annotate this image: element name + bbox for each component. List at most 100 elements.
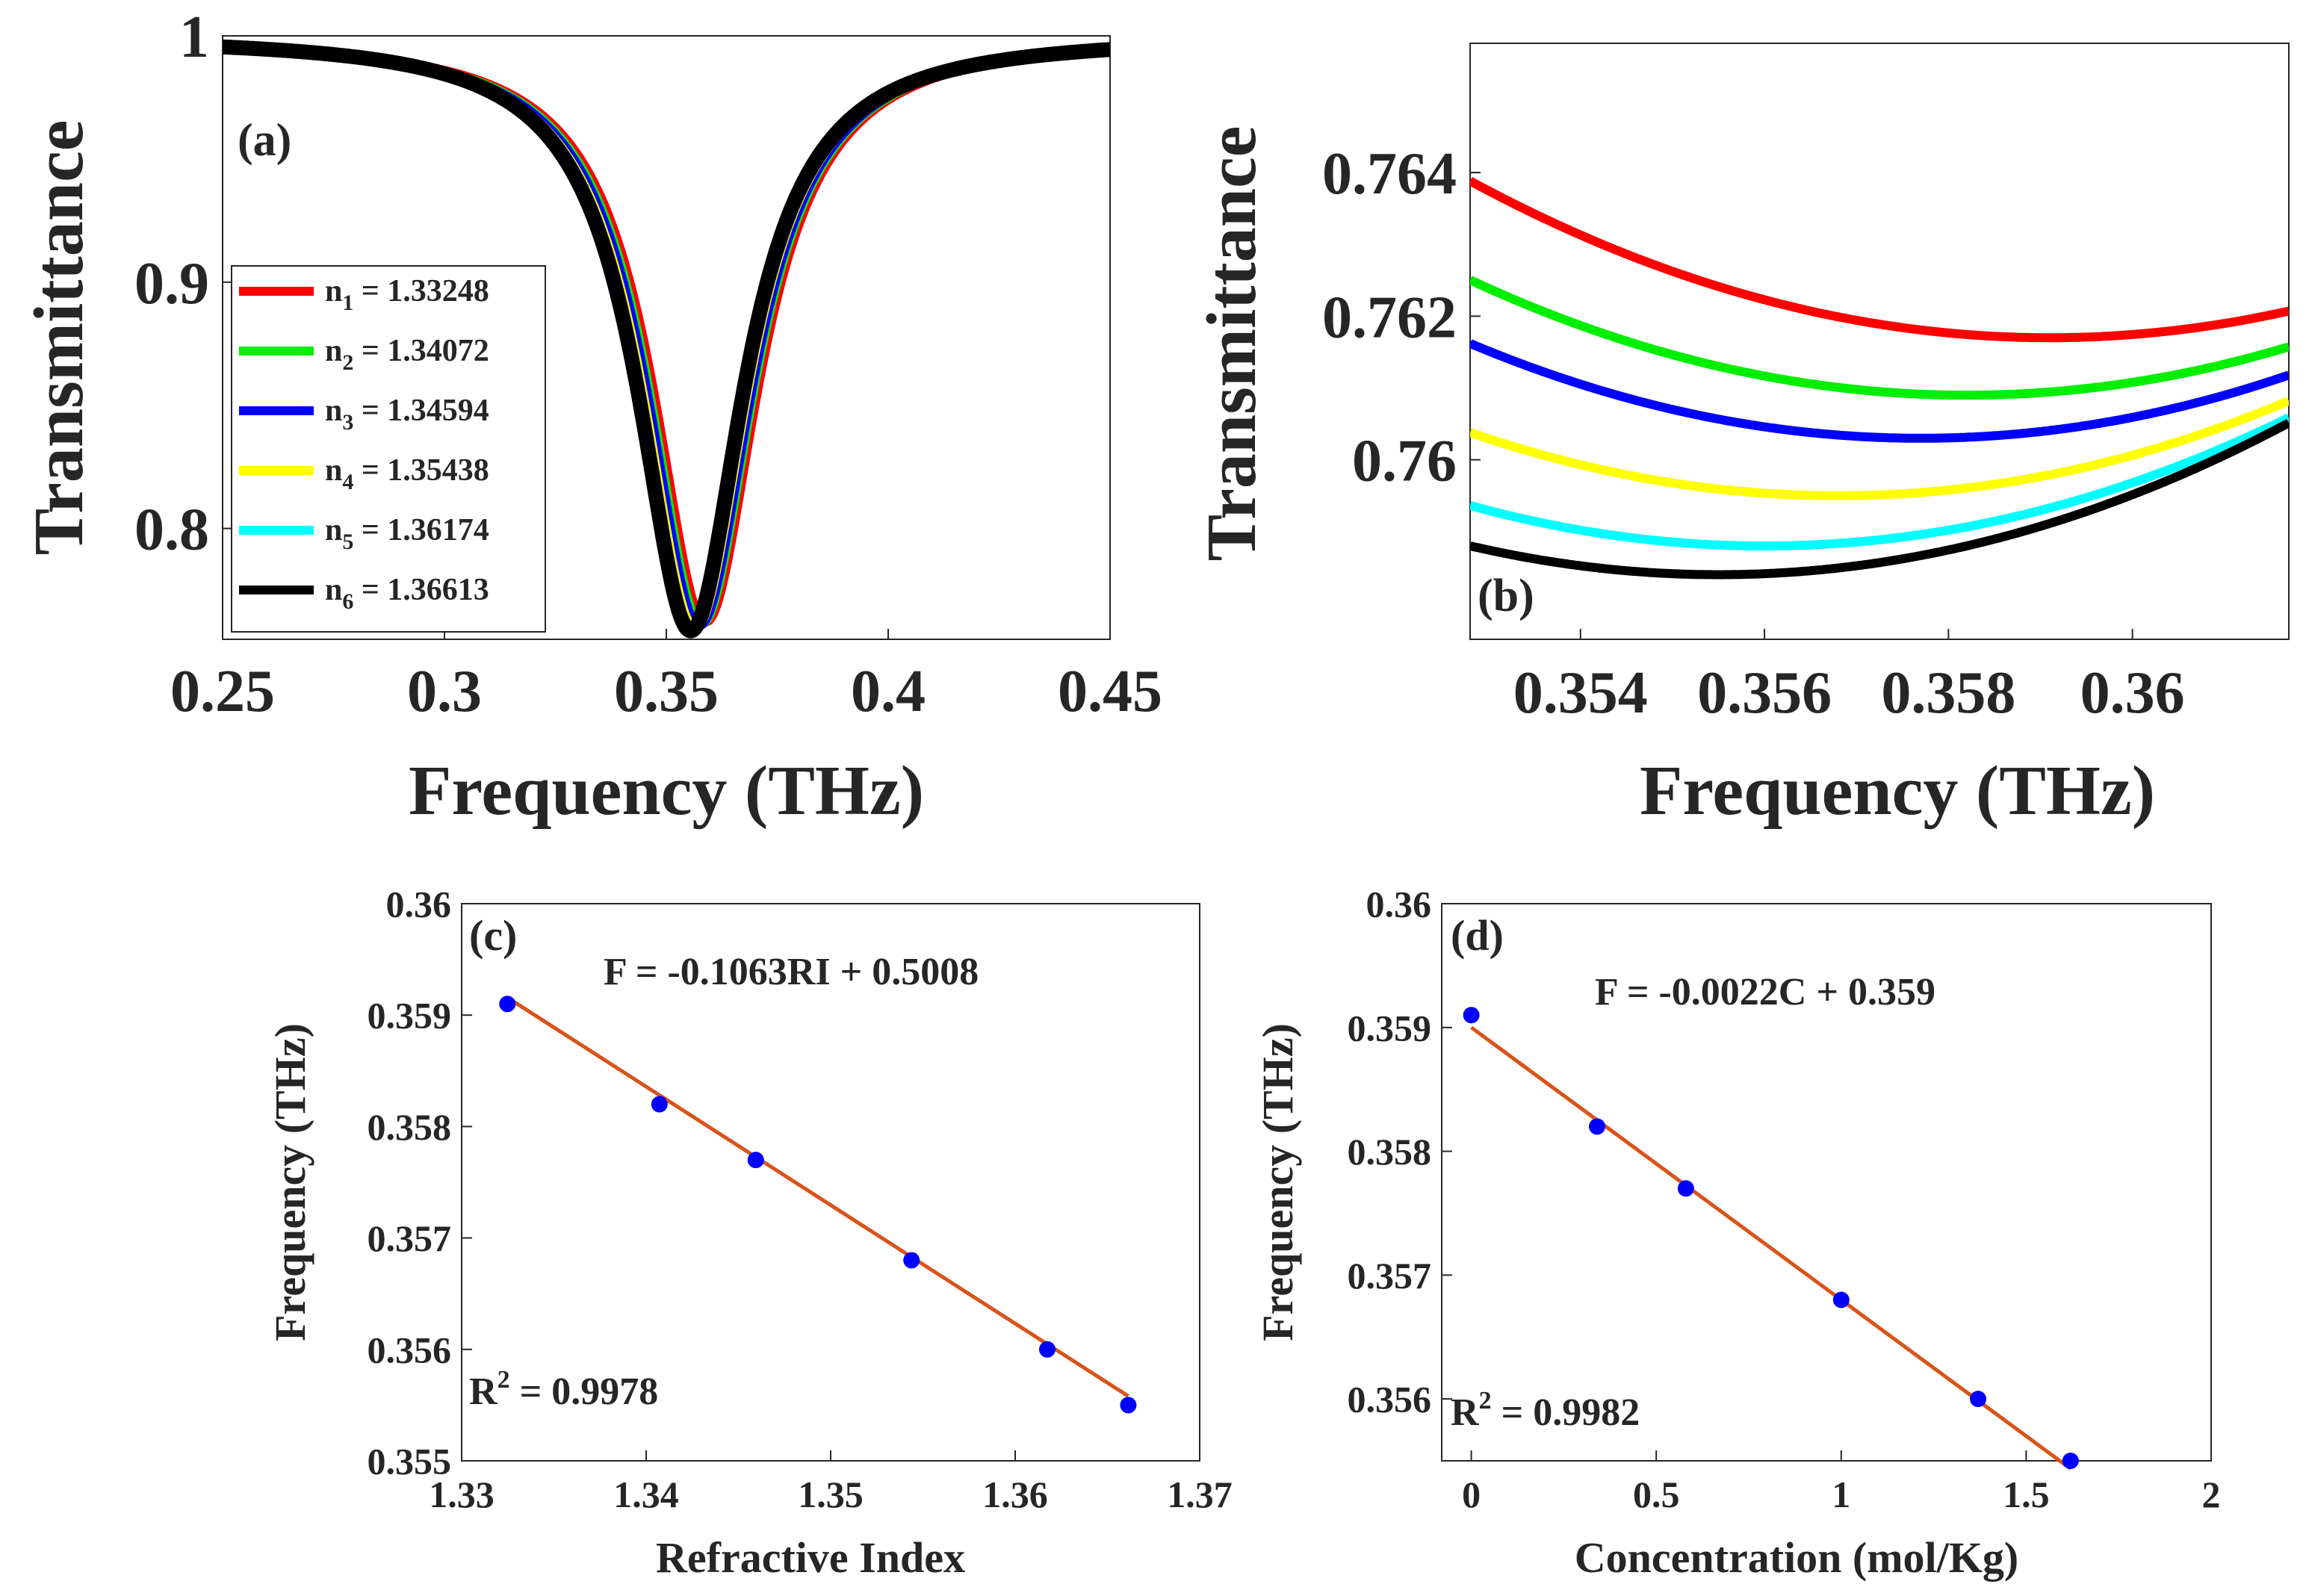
panel-a-series-n6 — [223, 39, 1110, 639]
svg-text:n2 = 1.34072: n2 = 1.34072 — [325, 334, 489, 375]
panel-d-label: (d) — [1451, 911, 1504, 960]
legend-subscript: 1 — [342, 291, 353, 315]
legend-symbol: n — [325, 453, 342, 488]
x-tick-label: 1.5 — [2003, 1474, 2050, 1515]
y-tick-label: 0.762 — [1322, 285, 1457, 350]
legend-subscript: 4 — [342, 470, 353, 494]
panel-c-ylabel: Frequency (THz) — [266, 1023, 314, 1341]
legend-value: = 1.36613 — [353, 573, 489, 607]
panel-d-data-point — [1832, 1291, 1850, 1308]
panel-d-fit-equation: F = -0.0022C + 0.359 — [1595, 971, 1935, 1013]
x-tick-label: 0.35 — [614, 659, 719, 724]
svg-text:n6 = 1.36613: n6 = 1.36613 — [325, 573, 489, 614]
legend-value: = 1.36174 — [353, 513, 489, 547]
legend-entry-2: n2 = 1.34072 — [325, 334, 489, 375]
x-tick-label: 1.35 — [798, 1474, 864, 1515]
panel-a-ticks: 0.25 0.3 0.35 0.4 0.45 0.8 0.9 1 — [134, 4, 1162, 724]
x-tick-label: 0.36 — [2080, 660, 2185, 726]
legend-symbol: n — [325, 394, 342, 428]
panel-d-data-point — [1677, 1180, 1694, 1197]
legend-entry-6: n6 = 1.36613 — [325, 573, 489, 614]
y-tick-label: 0.8 — [134, 497, 209, 563]
y-tick-label: 0.359 — [1348, 1007, 1432, 1049]
y-tick-label: 0.76 — [1352, 429, 1457, 494]
legend-symbol: n — [325, 573, 342, 607]
y-tick-label: 1 — [179, 4, 209, 70]
legend-subscript: 3 — [342, 410, 353, 435]
panel-d-data-point — [1588, 1118, 1605, 1135]
x-tick-label: 0.3 — [407, 659, 482, 724]
panel-d-r-squared: R2 = 0.9982 — [1451, 1387, 1640, 1434]
panel-a-label: (a) — [238, 115, 291, 166]
panel-b-xlabel: Frequency (THz) — [1640, 752, 2155, 830]
panel-b-series-n3 — [1470, 339, 2289, 443]
panel-b-series-n4 — [1470, 397, 2289, 500]
legend-subscript: 5 — [342, 530, 353, 554]
y-tick-label: 0.356 — [1348, 1379, 1432, 1420]
y-tick-label: 0.358 — [1348, 1131, 1432, 1173]
y-tick-label: 0.36 — [1366, 884, 1432, 925]
x-tick-label: 0.4 — [851, 659, 926, 724]
y-tick-label: 0.36 — [386, 884, 452, 925]
panel-b-series-n1 — [1470, 177, 2289, 343]
y-tick-label: 0.9 — [134, 251, 209, 317]
panel-c-data-point — [1120, 1397, 1137, 1414]
x-tick-label: 1.34 — [613, 1474, 679, 1515]
legend-value: = 1.35438 — [353, 453, 489, 488]
x-tick-label: 0.25 — [170, 659, 275, 724]
panel-d-xlabel: Concentration (mol/Kg) — [1575, 1533, 2018, 1582]
x-tick-label: 0.45 — [1058, 659, 1162, 724]
panel-b: 0.354 0.356 0.358 0.36 0.76 0.762 0.764 (b) Fr… — [1193, 43, 2290, 830]
legend-entry-1: n1 = 1.33248 — [325, 274, 489, 315]
legend-symbol: n — [325, 513, 342, 547]
panel-d-fit-line — [1470, 1025, 2072, 1471]
y-tick-label: 0.764 — [1322, 141, 1457, 207]
x-tick-label: 1 — [1832, 1474, 1850, 1515]
panel-c-r-squared: R2 = 0.9978 — [469, 1366, 658, 1413]
legend-symbol: n — [325, 334, 342, 368]
panel-d-data-point — [1970, 1391, 1987, 1408]
panel-a-ylabel: Transmittance — [20, 119, 98, 555]
x-tick-label: 0 — [1462, 1474, 1481, 1515]
panel-d-axes-box — [1441, 903, 2212, 1462]
svg-text:n5 = 1.36174: n5 = 1.36174 — [325, 513, 489, 554]
legend-symbol: n — [325, 274, 342, 308]
y-tick-label: 0.357 — [1348, 1255, 1432, 1297]
panel-d-ylabel: Frequency (THz) — [1253, 1023, 1302, 1341]
panel-c-axes-box — [461, 903, 1200, 1462]
panel-d-plot — [1463, 1007, 2079, 1471]
x-tick-label: 2 — [2202, 1474, 2221, 1515]
x-tick-label: 1.33 — [429, 1474, 495, 1515]
svg-text:n4 = 1.35438: n4 = 1.35438 — [325, 453, 489, 494]
panel-d-data-point — [2062, 1453, 2079, 1469]
panel-b-series-n2 — [1470, 276, 2289, 400]
y-tick-label: 0.355 — [368, 1441, 452, 1482]
x-tick-label: 0.358 — [1881, 660, 2015, 726]
panel-c-data-point — [1038, 1341, 1056, 1358]
y-tick-label: 0.358 — [368, 1106, 452, 1148]
panel-b-series-n6 — [1470, 418, 2289, 580]
legend-entry-5: n5 = 1.36174 — [325, 513, 489, 554]
legend: n1 = 1.33248 n2 = 1.34072 n3 = 1.34594 n… — [231, 265, 546, 633]
legend-value: = 1.34072 — [353, 334, 489, 368]
x-tick-label: 1.36 — [982, 1474, 1048, 1515]
legend-entry-4: n4 = 1.35438 — [325, 453, 489, 494]
panel-c-ticks: 1.33 1.34 1.35 1.36 1.37 0.355 0.356 0.357 0.358… — [368, 884, 1233, 1516]
panel-c-data-point — [747, 1152, 764, 1169]
panel-c-fit-equation: F = -0.1063RI + 0.5008 — [604, 951, 979, 993]
panel-d-data-point — [1463, 1007, 1480, 1024]
panel-c-label: (c) — [469, 911, 517, 960]
panel-b-ticks: 0.354 0.356 0.358 0.36 0.76 0.762 0.764 — [1322, 141, 2185, 726]
panel-b-label: (b) — [1478, 571, 1534, 621]
panel-d: 0 0.5 1 1.5 2 0.356 0.357 0.358 0.359 0.36 (d) F … — [1253, 884, 2221, 1583]
panel-c-data-point — [903, 1252, 920, 1269]
x-tick-label: 0.356 — [1697, 660, 1832, 726]
y-tick-label: 0.357 — [368, 1217, 452, 1259]
panel-c-plot — [499, 996, 1137, 1414]
svg-text:n3 = 1.34594: n3 = 1.34594 — [325, 394, 489, 435]
x-tick-label: 1.37 — [1167, 1474, 1233, 1515]
legend-value: = 1.34594 — [353, 394, 489, 428]
y-tick-label: 0.356 — [368, 1329, 452, 1370]
legend-box — [231, 265, 546, 633]
